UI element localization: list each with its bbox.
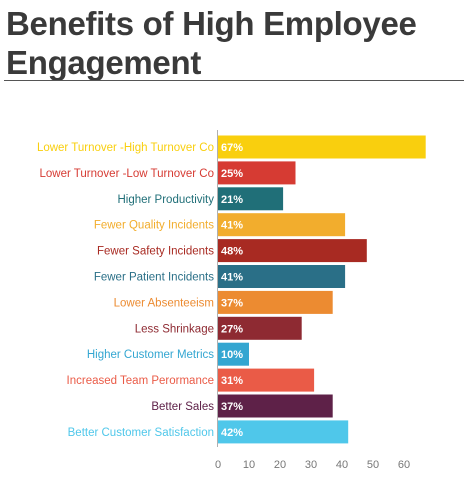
category-label-7: Less Shrinkage <box>135 323 214 335</box>
value-label-4: 48% <box>221 246 243 258</box>
x-tick-label-3: 30 <box>305 459 317 471</box>
value-label-5: 41% <box>221 272 243 284</box>
x-tick-label-2: 20 <box>274 459 286 471</box>
title-block: Benefits of High Employee Engagement <box>6 4 462 82</box>
x-tick-label-6: 60 <box>398 459 410 471</box>
bar-10 <box>218 394 333 418</box>
title-divider <box>4 80 464 81</box>
bar-1 <box>218 161 296 185</box>
chart-title: Benefits of High Employee Engagement <box>6 5 417 81</box>
bar-9 <box>218 368 315 392</box>
bar-3 <box>218 213 346 237</box>
x-tick-label-4: 40 <box>336 459 348 471</box>
category-label-8: Higher Customer Metrics <box>87 349 214 361</box>
value-label-2: 21% <box>221 194 243 206</box>
bar-0 <box>218 135 426 159</box>
bar-11 <box>218 420 349 444</box>
x-tick-label-0: 0 <box>215 459 221 471</box>
value-label-11: 42% <box>221 427 243 439</box>
category-label-4: Fewer Safety Incidents <box>97 246 214 258</box>
bar-4 <box>218 239 367 263</box>
value-label-6: 37% <box>221 297 243 309</box>
category-label-0: Lower Turnover -High Turnover Co <box>37 142 214 154</box>
category-label-3: Fewer Quality Incidents <box>94 220 214 232</box>
value-label-0: 67% <box>221 142 243 154</box>
x-tick-label-1: 10 <box>243 459 255 471</box>
category-label-2: Higher Productivity <box>117 194 214 206</box>
bar-7 <box>218 316 302 340</box>
bar-6 <box>218 290 333 314</box>
bar-5 <box>218 265 346 288</box>
value-label-10: 37% <box>221 401 243 413</box>
value-label-3: 41% <box>221 220 243 232</box>
bar-8 <box>218 342 249 366</box>
category-label-9: Increased Team Perormance <box>67 375 214 387</box>
value-label-1: 25% <box>221 168 243 180</box>
category-label-5: Fewer Patient Incidents <box>94 272 214 284</box>
category-label-11: Better Customer Satisfaction <box>68 427 214 439</box>
category-label-10: Better Sales <box>151 401 214 413</box>
value-label-7: 27% <box>221 323 243 335</box>
category-label-6: Lower Absenteeism <box>114 297 214 309</box>
bar-2 <box>218 187 284 211</box>
x-tick-label-5: 50 <box>367 459 379 471</box>
value-label-8: 10% <box>221 349 243 361</box>
category-label-1: Lower Turnover -Low Turnover Co <box>40 168 215 180</box>
value-label-9: 31% <box>221 375 243 387</box>
